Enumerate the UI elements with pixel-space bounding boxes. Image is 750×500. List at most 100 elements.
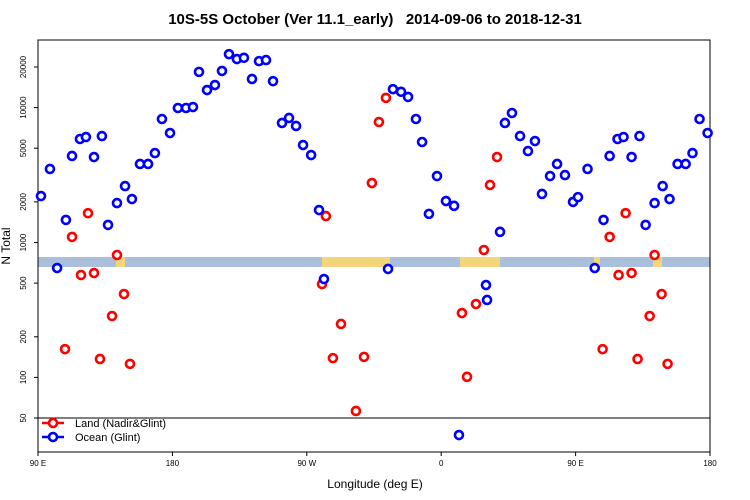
y-tick-label: 10000 xyxy=(19,96,28,119)
point xyxy=(522,145,534,157)
point xyxy=(481,294,493,306)
point xyxy=(402,91,414,103)
x-axis-label: Longitude (deg E) xyxy=(327,477,422,491)
point xyxy=(620,207,631,219)
map-strip xyxy=(38,257,710,267)
point xyxy=(572,191,584,203)
point xyxy=(551,158,563,170)
point xyxy=(102,219,114,231)
point xyxy=(680,158,691,170)
point xyxy=(106,310,118,322)
point xyxy=(702,127,713,139)
point xyxy=(119,180,131,192)
point xyxy=(318,273,330,285)
point xyxy=(644,310,655,322)
point xyxy=(88,151,100,163)
point xyxy=(126,193,138,205)
point xyxy=(536,188,548,200)
point xyxy=(283,112,295,124)
point xyxy=(634,130,645,142)
y-tick-label: 20000 xyxy=(19,55,28,78)
point xyxy=(313,204,325,216)
point xyxy=(75,269,87,281)
point xyxy=(350,405,362,417)
point xyxy=(480,279,492,291)
legend-marker xyxy=(47,417,59,429)
y-tick-label: 100 xyxy=(19,370,28,384)
point xyxy=(598,214,609,226)
point xyxy=(687,147,698,159)
point xyxy=(662,358,673,370)
point xyxy=(664,193,675,205)
y-tick-label: 50 xyxy=(19,413,28,422)
point xyxy=(88,267,100,279)
point xyxy=(111,249,123,261)
point xyxy=(209,79,221,91)
plot-frame xyxy=(37,39,711,453)
point xyxy=(44,163,56,175)
y-axis-label: N Total xyxy=(0,227,13,264)
point xyxy=(613,269,624,281)
point xyxy=(618,131,629,143)
point xyxy=(260,54,272,66)
point xyxy=(640,219,651,231)
point xyxy=(453,429,465,441)
point xyxy=(604,231,615,243)
legend-label: Land (Nadir&Glint) xyxy=(75,418,166,430)
point xyxy=(111,197,123,209)
point xyxy=(320,210,332,222)
point xyxy=(604,150,615,162)
point xyxy=(297,139,309,151)
point xyxy=(582,163,593,175)
point xyxy=(96,130,108,142)
chart-title: 10S-5S October (Ver 11.1_early) 2014-09-… xyxy=(168,11,582,28)
point xyxy=(632,353,643,365)
point xyxy=(305,149,317,161)
point xyxy=(478,244,490,256)
point xyxy=(649,249,660,261)
point xyxy=(60,214,72,226)
point xyxy=(461,371,473,383)
point xyxy=(597,343,608,355)
point xyxy=(380,92,392,104)
point xyxy=(335,318,347,330)
point xyxy=(499,117,511,129)
point xyxy=(149,147,161,159)
point xyxy=(216,65,228,77)
point xyxy=(327,352,339,364)
y-tick-label: 200 xyxy=(19,330,28,344)
point xyxy=(187,101,199,113)
point xyxy=(201,84,213,96)
point xyxy=(589,262,601,274)
x-tick-label: 90 W xyxy=(297,459,316,468)
point xyxy=(66,231,78,243)
point xyxy=(657,180,668,192)
point xyxy=(358,351,370,363)
point xyxy=(431,170,443,182)
y-tick-label: 2000 xyxy=(19,192,28,210)
point xyxy=(506,107,518,119)
x-tick-label: 90 E xyxy=(30,459,46,468)
point xyxy=(656,288,667,300)
point xyxy=(366,177,378,189)
point xyxy=(66,150,78,162)
point xyxy=(193,66,205,78)
point xyxy=(290,120,302,132)
point xyxy=(35,190,47,202)
point xyxy=(494,226,506,238)
point xyxy=(80,131,92,143)
point xyxy=(118,288,130,300)
point xyxy=(267,75,279,87)
point xyxy=(246,73,258,85)
x-tick-label: 0 xyxy=(439,459,444,468)
y-tick-label: 500 xyxy=(19,276,28,290)
point xyxy=(416,136,428,148)
point xyxy=(51,262,63,274)
x-tick-label: 90 E xyxy=(567,459,583,468)
x-tick-label: 180 xyxy=(703,459,717,468)
point xyxy=(410,113,422,125)
point xyxy=(694,113,705,125)
point xyxy=(626,151,637,163)
x-tick-label: 180 xyxy=(166,459,180,468)
